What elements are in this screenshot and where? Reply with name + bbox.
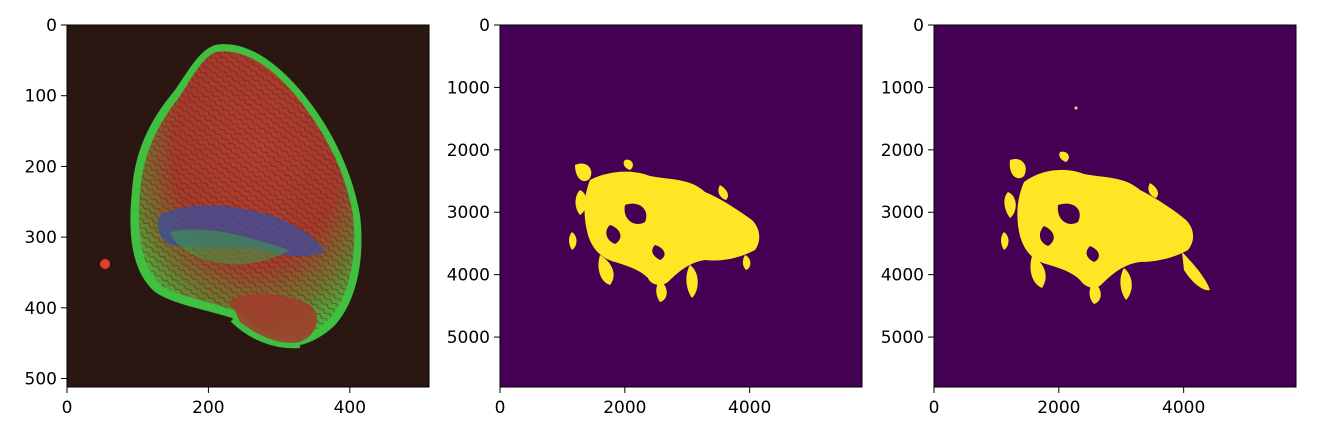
y-tick-label: 0 <box>46 16 57 36</box>
y-tick-label: 200 <box>25 157 57 177</box>
x-tick-label: 0 <box>495 398 506 418</box>
fluorescence-image <box>67 25 429 387</box>
y-tick-label: 300 <box>25 228 57 248</box>
y-tick-label: 5000 <box>881 328 924 348</box>
x-tick-label: 4000 <box>1162 398 1205 418</box>
y-tick-label: 2000 <box>881 141 924 161</box>
panel-fluorescence: 0 200 400 0 100 200 300 400 500 <box>25 16 429 418</box>
y-tick-label: 1000 <box>881 78 924 98</box>
x-tick-label: 0 <box>929 398 940 418</box>
x-tick-label: 0 <box>62 398 73 418</box>
y-tick-label: 3000 <box>447 203 490 223</box>
x-tick-label: 2000 <box>1037 398 1080 418</box>
y-tick-label: 2000 <box>447 141 490 161</box>
y-tick-label: 4000 <box>881 266 924 286</box>
y-tick-label: 400 <box>25 299 57 319</box>
panel-mask-2: 0 2000 4000 0 1000 2000 3000 4000 5000 <box>881 16 1296 418</box>
panel-mask-1: 0 2000 4000 0 1000 2000 3000 4000 5000 <box>447 16 862 418</box>
y-tick-label: 500 <box>25 370 57 390</box>
y-tick-label: 100 <box>25 87 57 107</box>
x-tick-label: 200 <box>192 398 224 418</box>
red-spot <box>100 259 110 269</box>
x-tick-label: 400 <box>334 398 366 418</box>
y-tick-label: 3000 <box>881 203 924 223</box>
y-tick-label: 1000 <box>447 78 490 98</box>
y-tick-label: 0 <box>479 16 490 36</box>
y-tick-label: 4000 <box>447 266 490 286</box>
x-tick-label: 2000 <box>603 398 646 418</box>
y-tick-label: 5000 <box>447 328 490 348</box>
x-tick-label: 4000 <box>728 398 771 418</box>
y-tick-label: 0 <box>913 16 924 36</box>
